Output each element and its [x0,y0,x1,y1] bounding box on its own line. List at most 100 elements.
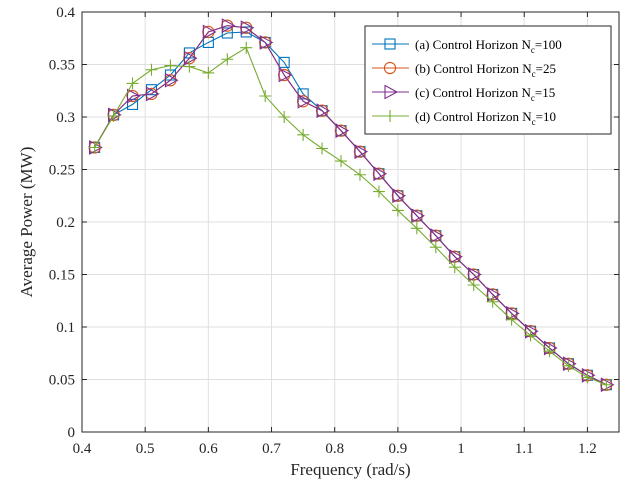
legend-item: (c) Control Horizon Nc=15 [372,84,555,103]
data-point-circle [164,74,177,87]
legend-label-suffix: =25 [536,61,556,76]
data-point-triangle-right [581,367,596,383]
data-point-triangle-right [108,107,122,123]
y-tick-label: 0.2 [56,215,75,231]
data-point-plus [543,345,556,358]
legend-label-main: (b) Control Horizon N [415,61,532,76]
data-point-plus [88,141,101,154]
data-point-circle [315,104,329,117]
legend-label-subscript: c [531,93,535,103]
data-point-plus [183,60,196,73]
data-point-circle [372,167,386,180]
data-point-triangle-right [316,103,331,119]
data-point-plus [259,90,272,102]
data-point-square [278,56,290,68]
data-point-plus [335,155,348,168]
data-point-triangle-right [506,305,520,321]
data-point-plus [316,142,329,155]
legend-label: (c) Control Horizon Nc=15 [415,85,555,103]
data-point-plus [107,109,120,122]
y-tick-label: 0.3 [56,110,75,126]
legend-label: (d) Control Horizon Nc=10 [415,109,556,127]
legend-marker-triangle-right [384,84,399,100]
data-point-circle [334,124,348,137]
legend-label-subscript: c [532,69,536,79]
y-tick-label: 0.1 [56,320,75,336]
data-point-plus [278,111,291,123]
y-tick-label: 0.05 [49,373,75,389]
data-point-triangle-right [183,50,198,66]
legend-item: (b) Control Horizon Nc=25 [372,61,556,79]
series-line [94,46,607,386]
data-point-triangle-right [145,86,160,102]
legend-label-main: (a) Control Horizon N [415,37,532,52]
x-tick-label: 1.2 [578,441,597,457]
data-point-plus [145,63,158,76]
data-point-triangle-right [430,228,444,244]
data-point-circle [202,25,215,39]
data-point-plus [372,185,385,198]
data-point-circle [410,209,423,222]
y-tick-label: 0.4 [56,5,75,21]
series-line [94,25,607,386]
x-tick-label: 1 [457,441,465,457]
legend: (a) Control Horizon Nc=100 (b) Control Ho… [364,25,612,135]
data-point-circle [145,87,158,101]
legend-label: (a) Control Horizon Nc=100 [415,37,562,55]
data-point-square [221,27,233,39]
data-point-triangle-right [411,208,425,224]
x-tick-label: 0.6 [199,441,218,457]
data-point-triangle-right [373,166,388,182]
data-point-circle [240,21,253,34]
series-group [88,18,615,393]
legend-label-main: (c) Control Horizon N [415,85,532,100]
x-tick-label: 0.8 [325,441,344,457]
data-point-plus [562,359,575,372]
data-point-triangle-right [297,93,312,109]
data-point-plus [429,241,442,254]
legend-item: (a) Control Horizon Nc=100 [372,37,562,55]
data-point-plus [448,261,461,274]
legend-label-suffix: =10 [536,109,556,124]
axis-ticks: 0.4 0.5 0.6 0.7 0.8 0.9 1 1.1 1.2 0 0.05 0.1 0.15 0.2… [49,5,619,457]
y-tick-label: 0.15 [49,268,75,284]
data-point-plus [505,313,518,326]
data-point-plus [221,53,234,66]
data-point-plus [524,329,537,342]
data-point-plus [467,279,480,291]
legend-marker-circle [383,61,397,75]
y-tick-label: 0.35 [49,58,75,74]
series-d [88,41,613,391]
data-point-triangle-right [487,287,501,302]
data-point-triangle-right [259,35,274,50]
data-point-circle [221,19,234,32]
y-tick-label: 0 [68,425,76,441]
data-point-triangle-right [126,88,141,104]
data-point-triangle-right [240,20,255,36]
data-point-circle [353,145,367,158]
data-point-triangle-right [278,67,293,83]
data-point-plus [581,371,594,384]
data-point-plus [391,204,404,217]
series-c [89,18,615,393]
data-point-circle [391,189,405,202]
data-point-circle [278,68,291,82]
data-point-plus [410,222,423,235]
data-point-triangle-right [354,144,369,160]
data-point-triangle-right [335,123,350,139]
data-point-plus [297,128,310,141]
data-point-circle [259,36,272,49]
data-point-plus [353,168,366,181]
x-tick-label: 0.4 [73,441,92,457]
data-point-triangle-right [164,72,179,88]
legend-label-subscript: c [532,117,536,127]
legend-item: (d) Control Horizon Nc=10 [372,109,556,127]
data-point-triangle-right [468,267,482,282]
x-tick-label: 1.1 [515,441,534,457]
data-point-plus [240,41,253,54]
legend-label-suffix: =15 [535,85,555,100]
y-axis-label: Average Power (MW) [17,147,36,298]
data-point-triangle-right [221,18,236,34]
x-axis-label: Frequency (rad/s) [290,460,410,479]
